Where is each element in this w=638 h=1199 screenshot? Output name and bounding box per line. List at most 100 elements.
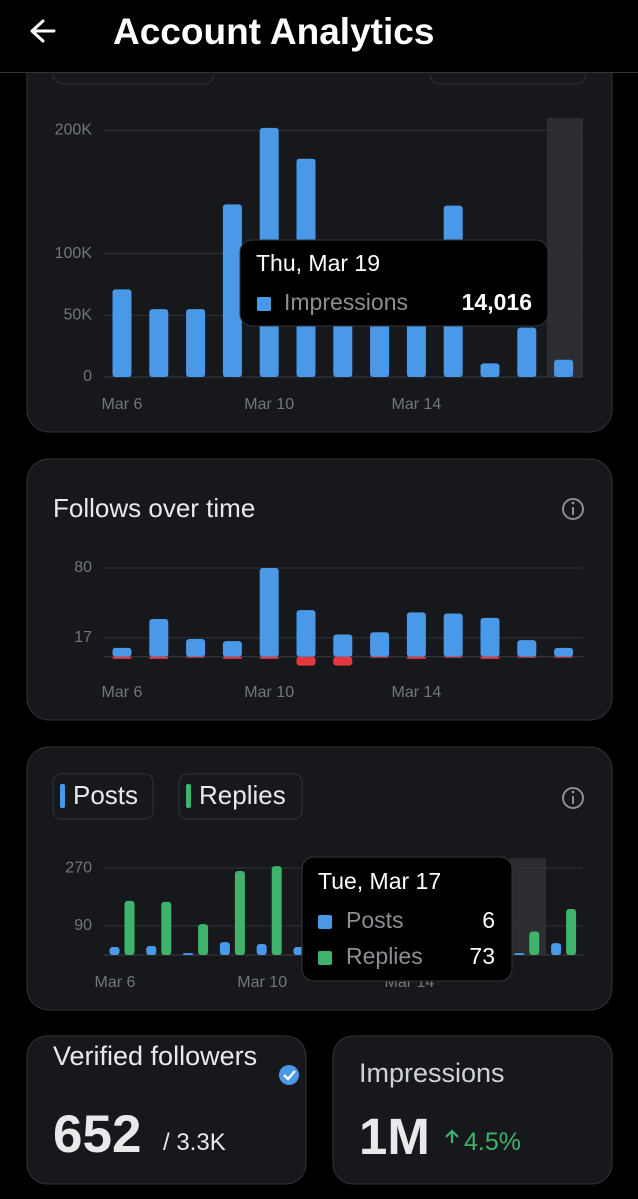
bar — [259, 568, 279, 657]
back-button[interactable] — [30, 19, 56, 43]
tooltip-series: Replies — [346, 943, 423, 969]
card — [332, 1035, 613, 1185]
x-tick-label: Mar 6 — [95, 974, 136, 991]
tooltip-swatch — [318, 951, 332, 965]
stat-label: Verified followers — [53, 1041, 258, 1071]
stat-label: Impressions — [359, 1058, 505, 1088]
bar — [370, 632, 390, 657]
verified-badge — [279, 1065, 299, 1085]
bar — [186, 309, 206, 377]
bar — [554, 647, 574, 657]
x-tick-label: Mar 10 — [237, 974, 287, 991]
x-tick-label: Mar 14 — [392, 684, 442, 701]
bar — [161, 901, 172, 955]
tooltip-title: Tue, Mar 17 — [318, 868, 441, 894]
legend-label: Replies — [199, 780, 286, 810]
stat-value: 652 — [53, 1105, 142, 1164]
tooltip-swatch — [257, 297, 271, 311]
bar — [406, 612, 426, 657]
x-tick-label: Mar 6 — [102, 396, 143, 413]
bar — [146, 945, 157, 955]
legend-swatch — [186, 784, 191, 808]
bar — [296, 656, 316, 666]
bar — [186, 656, 206, 658]
bar — [259, 656, 279, 659]
bar — [517, 327, 537, 377]
bar — [109, 946, 120, 955]
highlight-band — [547, 118, 583, 377]
y-tick-label: 270 — [65, 859, 92, 876]
info-icon[interactable] — [562, 498, 584, 520]
tooltip-box — [239, 239, 549, 327]
highlight-band — [510, 858, 546, 955]
page-title: Account Analytics — [113, 11, 434, 52]
x-tick-label: Mar 10 — [244, 396, 294, 413]
card-title: Follows over time — [53, 493, 255, 523]
legend-swatch — [60, 784, 65, 808]
tooltip-value: 6 — [482, 907, 495, 933]
x-tick-label: Mar 14 — [392, 396, 442, 413]
header — [0, 0, 638, 72]
bar — [186, 638, 206, 657]
bar — [112, 656, 132, 659]
bar — [219, 942, 230, 955]
tooltip-swatch — [318, 915, 332, 929]
tooltip-box — [301, 856, 513, 982]
bar — [149, 656, 169, 659]
y-tick-label: 200K — [55, 122, 93, 139]
bar — [333, 634, 353, 657]
tooltip: Tue, Mar 17 Posts 6 Replies 73 — [301, 856, 513, 982]
card — [26, 458, 613, 721]
up-arrow — [445, 1129, 459, 1143]
legend-toggle[interactable] — [178, 773, 303, 820]
y-tick-label: 0 — [83, 368, 92, 385]
bar — [222, 656, 242, 659]
y-tick-label: 50K — [64, 307, 93, 324]
bar — [370, 656, 390, 658]
bar — [256, 944, 267, 955]
y-tick-label: 90 — [74, 917, 92, 934]
bar — [271, 866, 282, 955]
bar — [554, 656, 574, 658]
stat-change: 4.5% — [464, 1128, 521, 1156]
tooltip-value: 14,016 — [462, 289, 532, 315]
tooltip: Thu, Mar 19 Impressions 14,016 — [239, 239, 549, 327]
bar — [480, 656, 500, 659]
bar — [293, 946, 304, 955]
stat-value: 1M — [359, 1108, 430, 1165]
bar — [551, 943, 562, 955]
bar — [566, 908, 577, 955]
tooltip-title: Thu, Mar 19 — [256, 250, 380, 276]
info-icon[interactable] — [562, 787, 584, 809]
bar — [406, 656, 426, 659]
bar — [529, 931, 540, 955]
legend-toggle[interactable] — [52, 773, 154, 820]
bar — [112, 647, 132, 657]
bar — [554, 359, 574, 377]
bar — [222, 204, 242, 377]
bar — [443, 613, 463, 657]
y-tick-label: 80 — [74, 559, 92, 576]
bar — [149, 309, 169, 377]
bar — [296, 610, 316, 657]
y-tick-label: 17 — [74, 629, 92, 646]
bar — [198, 924, 209, 955]
x-tick-label: Mar 10 — [244, 684, 294, 701]
bar — [480, 617, 500, 657]
bar — [517, 656, 537, 658]
tooltip-value: 73 — [469, 943, 495, 969]
bar — [443, 656, 463, 658]
bar — [514, 953, 525, 955]
legend-label: Posts — [73, 780, 138, 810]
bar — [112, 289, 132, 377]
y-tick-label: 100K — [55, 245, 93, 262]
bar — [517, 640, 537, 657]
tooltip-series: Impressions — [284, 289, 408, 315]
bar — [222, 641, 242, 657]
bar — [183, 953, 194, 955]
stat-total: / 3.3K — [163, 1129, 226, 1156]
bar — [333, 656, 353, 666]
tooltip-series: Posts — [346, 907, 404, 933]
